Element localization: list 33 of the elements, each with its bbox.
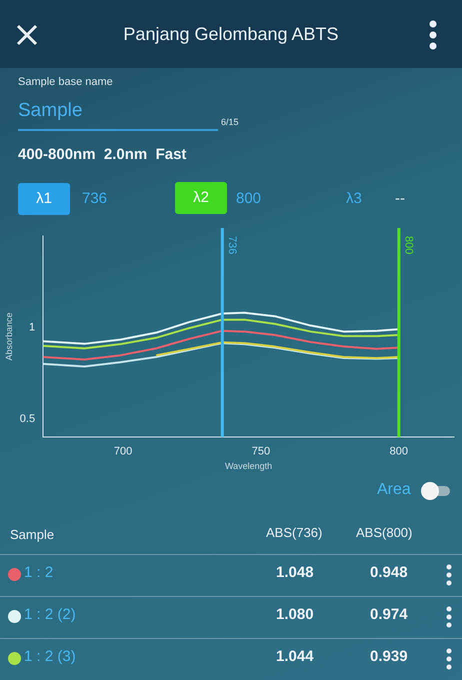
text: λ3 [346,190,362,207]
legend-label: 1 : 2 (2) [24,606,76,623]
text: ABS(736) [266,525,322,540]
chart-title: Panjang Gelombang ABTS [122,24,340,45]
text: 1.080 [276,606,314,623]
x-tick-label: 750 [252,446,270,458]
text: 0.974 [370,606,408,623]
ref-line-label: 736 [226,236,238,254]
y-tick-label: 0.5 [20,412,36,425]
legend-label: 1 : 2 [24,564,54,581]
x-tick-label: 800 [390,446,408,458]
text: λ1 [18,183,70,215]
text: Area [377,481,411,499]
text: Sample [10,527,54,542]
text: 1.044 [276,648,314,665]
text: Sample base name [18,76,113,88]
text: 400-800nm 2.0nm Fast [18,146,186,163]
text: Sample [18,100,82,122]
text: 800 [236,190,262,207]
text: 6/15 [221,117,239,127]
text: ABS(800) [356,525,412,540]
legend-label: 1 : 2 (3) [24,648,76,665]
y-axis-title: Absorbance [4,312,14,361]
text: 0.948 [370,564,408,581]
text: 1.048 [276,564,314,581]
text: 0.939 [370,648,408,665]
text: -- [395,190,405,207]
x-tick-label: 700 [114,446,132,458]
ref-line-label: 800 [402,236,414,254]
text: 736 [82,190,108,207]
y-tick-label: 1 [28,321,36,334]
text: λ2 [175,182,227,214]
x-axis-title: Wavelength [224,461,272,472]
